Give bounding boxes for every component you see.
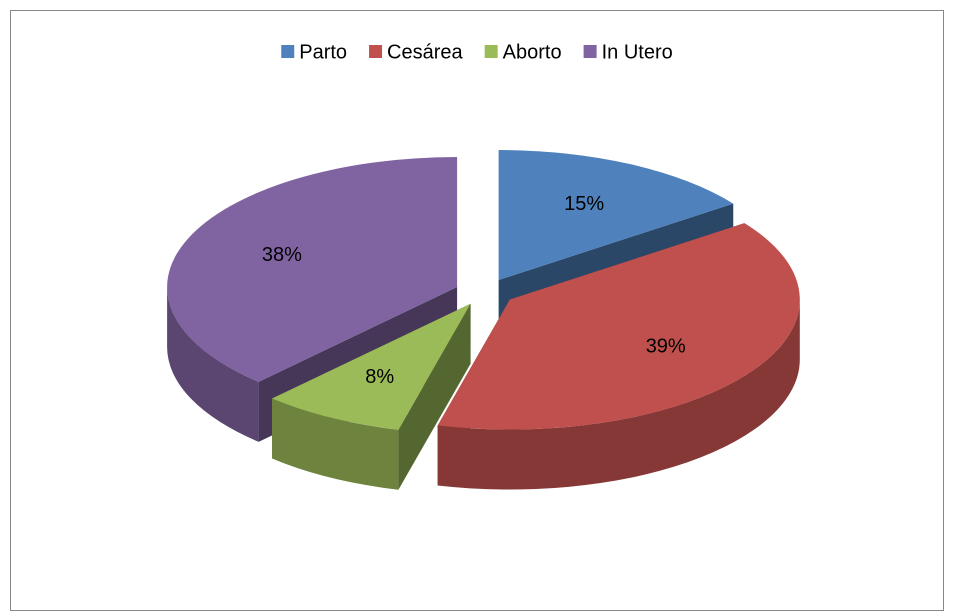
legend: Parto Cesárea Aborto In Utero	[281, 41, 673, 63]
legend-label: Parto	[299, 41, 347, 63]
slice-rim	[167, 287, 259, 442]
slice-rim	[272, 398, 399, 490]
slice-top	[167, 157, 458, 382]
legend-swatch	[369, 45, 383, 58]
slice-rim	[437, 299, 800, 490]
legend-swatch	[281, 45, 295, 58]
slice-top	[437, 223, 800, 430]
data-label: 39%	[646, 335, 686, 357]
slice-top	[272, 303, 471, 430]
data-label: 8%	[365, 366, 394, 388]
slice-top	[498, 150, 734, 281]
legend-swatch	[484, 45, 498, 58]
legend-label: Cesárea	[387, 41, 463, 63]
data-label: 38%	[262, 244, 302, 266]
legend-swatch	[583, 45, 597, 58]
legend-label: In Utero	[602, 41, 673, 63]
slice: 39%	[437, 223, 800, 490]
slice: 8%	[272, 303, 471, 490]
chart-frame	[10, 10, 944, 611]
data-label: 15%	[564, 193, 604, 215]
legend-label: Aborto	[503, 41, 562, 63]
